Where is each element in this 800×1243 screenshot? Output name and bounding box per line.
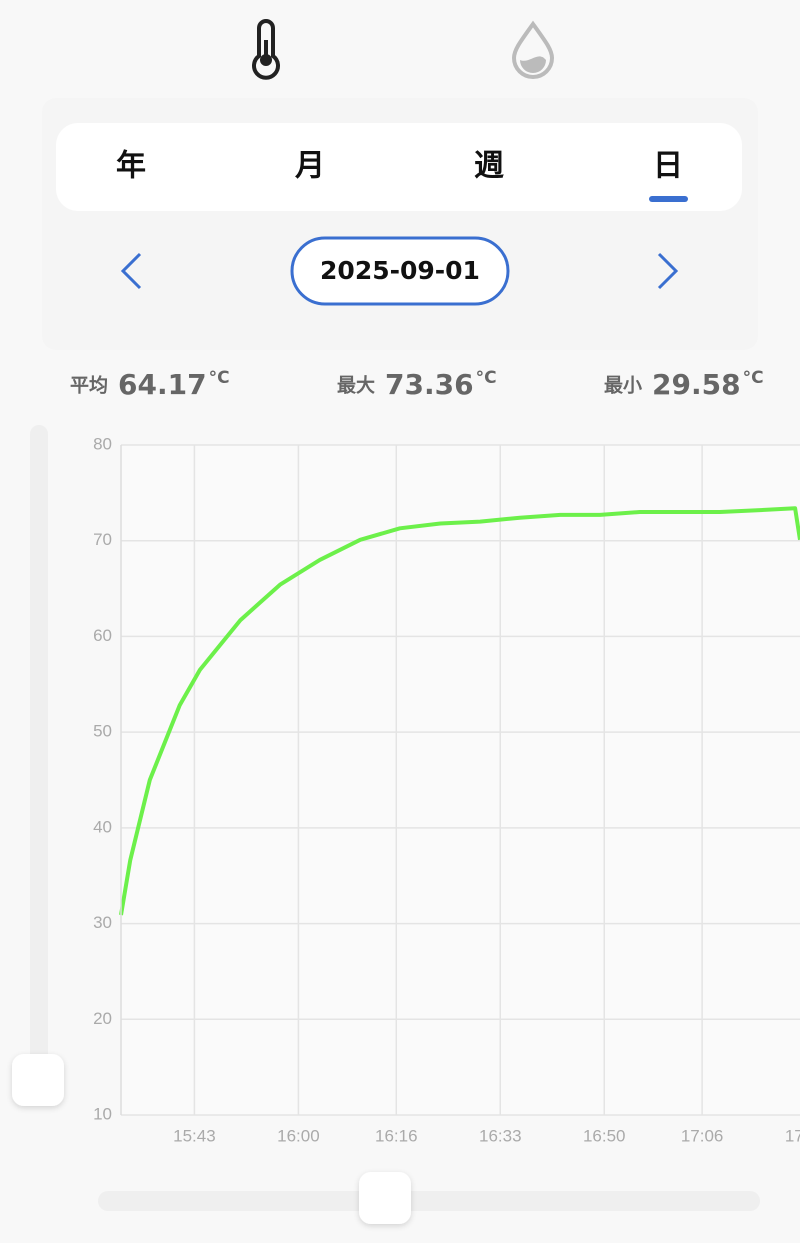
plot-area	[121, 445, 800, 1115]
y-tick-label: 30	[93, 913, 112, 932]
vertical-slider-track	[30, 425, 48, 1085]
tab-active[interactable]: 日	[653, 149, 683, 184]
y-tick-label: 10	[93, 1104, 112, 1123]
stat-label: 最大	[337, 374, 375, 397]
horizontal-slider-knob[interactable]	[359, 1172, 411, 1224]
vertical-slider-knob[interactable]	[12, 1054, 64, 1106]
humidity-icon[interactable]	[511, 20, 555, 79]
x-tick-label: 15:43	[173, 1126, 216, 1145]
stat-value: 73.36	[385, 368, 474, 401]
stat-unit: °C	[209, 368, 230, 388]
tab[interactable]: 月	[295, 149, 325, 184]
date: 2025-09-01	[320, 256, 480, 285]
tab[interactable]: 年	[116, 149, 146, 184]
stat-value: 29.58	[652, 368, 741, 401]
x-tick-label: 16:33	[479, 1126, 522, 1145]
date-pill[interactable]	[290, 236, 510, 306]
y-tick-label: 70	[93, 530, 112, 549]
stat-unit: °C	[476, 368, 497, 388]
prev-button[interactable]	[120, 252, 142, 290]
horizontal-slider-track	[98, 1191, 760, 1211]
y-tick-label: 50	[93, 722, 112, 741]
y-tick-label: 80	[93, 434, 112, 453]
stat-label: 最小	[604, 375, 642, 397]
x-tick-label: 17:06	[681, 1126, 724, 1145]
stat-unit: °C	[743, 368, 764, 388]
stat-label: 平均	[70, 374, 108, 397]
y-tick-label: 20	[93, 1009, 112, 1028]
y-tick-label: 40	[93, 817, 112, 836]
x-tick-label: 16:50	[583, 1126, 626, 1145]
tab[interactable]: 週	[474, 149, 504, 184]
x-tick-label: 16:00	[277, 1126, 320, 1145]
tab-indicator	[649, 196, 688, 202]
x-tick-label: 17:23	[785, 1126, 800, 1145]
next-button[interactable]	[657, 252, 679, 290]
tab-bar	[56, 123, 742, 211]
y-tick-label: 60	[93, 626, 112, 645]
data-line	[119, 506, 800, 916]
stat-value: 64.17	[118, 368, 207, 401]
x-tick-label: 16:16	[375, 1126, 418, 1145]
thermometer-icon[interactable]	[252, 19, 280, 80]
